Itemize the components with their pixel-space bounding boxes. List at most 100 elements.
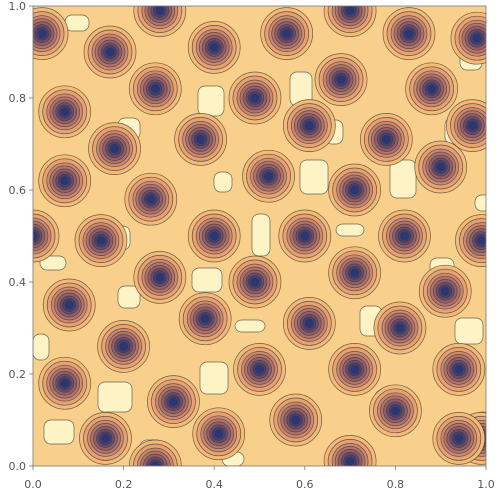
contour-level xyxy=(427,84,437,94)
contour-level xyxy=(350,185,360,195)
x-tick-label: 0.8 xyxy=(387,478,405,491)
contour-minimum xyxy=(74,214,128,267)
contour-minimum xyxy=(278,209,332,263)
contour-minimum xyxy=(42,278,96,332)
contour-level xyxy=(155,6,165,16)
contour-level xyxy=(350,268,360,278)
contour-level xyxy=(196,134,206,144)
contour-level xyxy=(291,415,301,425)
plot-frame xyxy=(32,5,487,467)
contour-minimum xyxy=(450,11,486,65)
plateau-region xyxy=(234,319,266,333)
contour-level xyxy=(404,29,414,39)
y-tick-label: 0.6 xyxy=(9,184,27,197)
contour-level xyxy=(60,378,70,388)
plateau-region xyxy=(43,419,75,445)
plateau-region xyxy=(191,267,223,293)
contour-level xyxy=(440,286,450,296)
contour-minimum xyxy=(446,99,486,152)
plateau-region xyxy=(299,159,329,195)
contour-minimum xyxy=(187,209,241,263)
contour-level xyxy=(476,236,486,246)
contour-level xyxy=(37,29,47,39)
contour-minimum xyxy=(405,62,458,116)
contour-minimum xyxy=(147,375,200,428)
contour-level xyxy=(336,75,346,85)
contour-minimum xyxy=(38,85,92,139)
contour-level xyxy=(105,47,115,57)
contour-minimum xyxy=(378,209,431,263)
contour-minimum xyxy=(432,343,486,396)
plateau-region xyxy=(251,213,271,257)
contour-minimum xyxy=(133,251,187,304)
x-tick-label: 0.6 xyxy=(296,478,314,491)
contour-minimum xyxy=(373,301,427,355)
contour-level xyxy=(390,406,400,416)
contour-level xyxy=(454,364,464,374)
contour-level xyxy=(214,429,224,439)
contour-level xyxy=(100,433,111,443)
contour-minimum xyxy=(323,435,377,466)
contour-minimum xyxy=(178,292,232,346)
contour-level xyxy=(168,397,178,407)
contour-minimum xyxy=(128,62,182,116)
contour-minimum xyxy=(418,264,472,318)
contour-level xyxy=(472,33,482,43)
contour-level xyxy=(345,456,355,466)
contour-level xyxy=(60,107,70,117)
y-tick-label: 0.0 xyxy=(9,460,27,473)
contour-level xyxy=(254,364,265,374)
contour-minimum xyxy=(33,209,60,263)
contour-minimum xyxy=(282,99,336,152)
contour-minimum xyxy=(260,7,314,60)
contour-minimum xyxy=(174,113,227,166)
contour-level xyxy=(395,323,405,333)
contour-level xyxy=(96,236,106,246)
x-tick-label: 0.4 xyxy=(205,478,223,491)
y-tick-label: 1.0 xyxy=(9,0,27,13)
plateau-region xyxy=(474,194,486,212)
contour-level xyxy=(250,93,260,103)
contour-level xyxy=(250,277,260,287)
plateau-region xyxy=(454,317,484,345)
contour-level xyxy=(150,84,160,94)
contour-minimum xyxy=(79,412,132,465)
contour-minimum xyxy=(269,393,323,447)
contour-minimum xyxy=(88,122,141,175)
x-axis: 0.0 0.2 0.4 0.6 0.8 1.0 xyxy=(24,466,495,491)
contour-minimum xyxy=(228,255,282,309)
contour-level xyxy=(60,176,70,186)
contour-level xyxy=(64,300,74,310)
contour-minimum xyxy=(382,7,436,60)
contour-level xyxy=(436,162,446,172)
contour-minimum xyxy=(432,412,486,465)
plateau-region xyxy=(199,361,229,395)
contour-level xyxy=(399,231,410,241)
x-tick-label: 0.0 xyxy=(24,478,42,491)
contour-minimum xyxy=(192,407,246,461)
contour-level xyxy=(209,42,219,52)
plateau-region xyxy=(117,285,141,309)
contour-minimum xyxy=(328,343,381,396)
contour-level xyxy=(300,231,310,241)
contour-minimum xyxy=(282,297,336,350)
contour-level xyxy=(33,231,38,241)
plateau-region xyxy=(389,159,417,199)
contour-level xyxy=(155,272,165,282)
contour-level xyxy=(264,171,274,181)
contour-minimum xyxy=(314,53,368,106)
contour-minimum xyxy=(242,149,295,203)
contour-level xyxy=(146,194,156,204)
y-tick-label: 0.8 xyxy=(9,92,27,105)
y-axis: 0.0 0.2 0.4 0.6 0.8 1.0 xyxy=(9,0,33,473)
contour-minimum xyxy=(38,356,92,410)
contour-level xyxy=(350,364,360,374)
contour-level xyxy=(200,314,210,324)
contour-minimum xyxy=(359,113,413,166)
contour-level xyxy=(345,6,355,16)
contour-minimum xyxy=(124,172,178,226)
contour-level xyxy=(109,144,120,154)
contour-minimum xyxy=(233,343,286,396)
plateau-region xyxy=(335,223,365,237)
contour-level xyxy=(209,231,219,241)
